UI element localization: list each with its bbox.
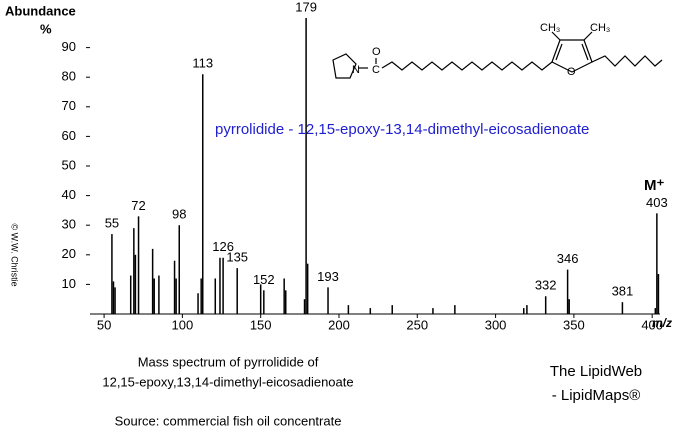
structure-label: N xyxy=(352,64,360,76)
peak-label: 193 xyxy=(317,269,339,284)
peak-label: 332 xyxy=(535,278,557,293)
x-tick-label: 250 xyxy=(406,317,428,332)
peak-label: 55 xyxy=(105,216,119,231)
pyrrolidine-ring xyxy=(332,53,357,79)
caption: Mass spectrum of pyrrolidide of xyxy=(138,354,319,369)
x-tick-label: 100 xyxy=(172,317,194,332)
peak-label: 72 xyxy=(131,198,145,213)
y-tick-label: 70 xyxy=(62,98,76,113)
chain xyxy=(381,61,553,71)
structure-label: O xyxy=(567,66,576,78)
structure-label: O xyxy=(372,46,381,58)
x-tick-label: 400 xyxy=(641,317,663,332)
credit: The LipidWeb xyxy=(550,363,642,380)
x-tick-label: 300 xyxy=(485,317,507,332)
peak-label: 135 xyxy=(226,250,248,265)
peak-label: 152 xyxy=(253,272,275,287)
y-tick-label: 10 xyxy=(62,276,76,291)
credit: - LipidMaps® xyxy=(552,387,641,404)
y-tick-label: 20 xyxy=(62,246,76,261)
y-tick-label: 90 xyxy=(62,39,76,54)
structure-label: CH₃ xyxy=(540,22,560,34)
caption: 12,15-epoxy,13,14-dimethyl-eicosadienoat… xyxy=(102,374,353,389)
y-tick-label: 30 xyxy=(62,217,76,232)
copyright: © W.W. Christie xyxy=(10,223,20,286)
furan-ring xyxy=(551,39,593,73)
x-axis-label: m/z xyxy=(652,316,672,330)
source: Source: commercial fish oil concentrate xyxy=(115,413,342,428)
y-tick-label: 50 xyxy=(62,157,76,172)
bond xyxy=(555,43,563,61)
bond xyxy=(581,43,589,61)
x-tick-label: 50 xyxy=(97,317,111,332)
y-axis-unit: % xyxy=(40,21,52,36)
peak-label: 403 xyxy=(646,195,668,210)
peak-label: 98 xyxy=(172,207,186,222)
y-tick-label: 80 xyxy=(62,69,76,84)
peak-label: 179 xyxy=(295,0,317,14)
y-tick-label: 40 xyxy=(62,187,76,202)
molecular-ion: M⁺ xyxy=(644,177,664,194)
structure-label: C xyxy=(372,64,380,76)
peak-label: 346 xyxy=(557,251,579,266)
peak-label: 126 xyxy=(212,239,234,254)
y-tick-label: 60 xyxy=(62,128,76,143)
chart-title: pyrrolidide - 12,15-epoxy-13,14-dimethyl… xyxy=(215,121,589,138)
peak-label: 113 xyxy=(192,56,213,71)
x-tick-label: 200 xyxy=(328,317,350,332)
bond xyxy=(551,31,561,41)
chain xyxy=(591,55,663,67)
bond xyxy=(583,31,593,41)
structure-label: CH₃ xyxy=(590,22,610,34)
y-axis-label: Abundance xyxy=(5,3,76,18)
structure xyxy=(332,31,663,79)
x-tick-label: 150 xyxy=(250,317,272,332)
peak-label: 381 xyxy=(612,284,634,299)
x-tick-label: 350 xyxy=(563,317,585,332)
